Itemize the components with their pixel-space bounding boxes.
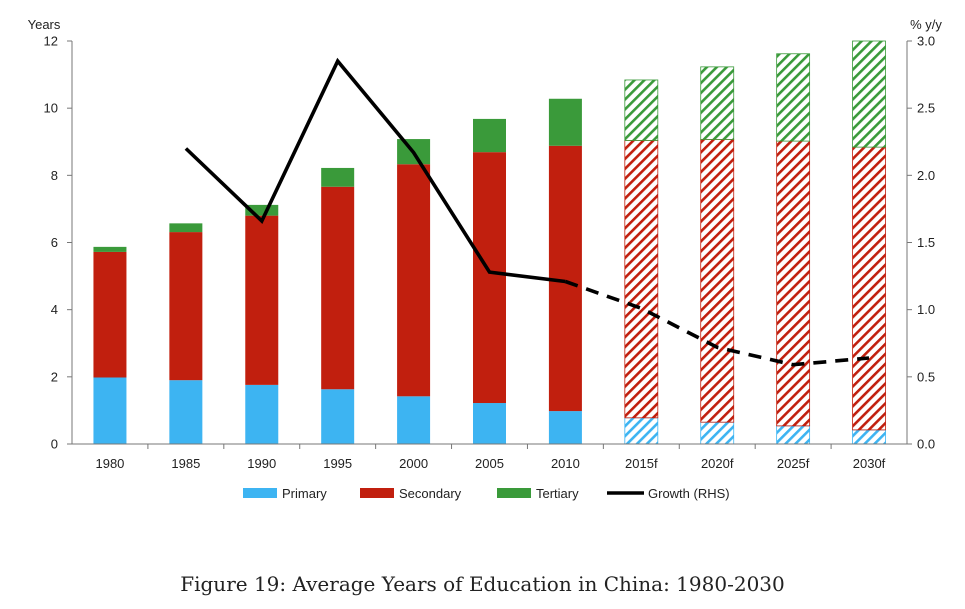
y-left-tick-label: 10 xyxy=(44,101,58,116)
legend: Primary Secondary Tertiary Growth (RHS) xyxy=(243,486,730,501)
growth-line-actual xyxy=(184,57,566,284)
education-chart: 0 2 4 6 8 10 12 0.0 0.5 1.0 1.5 2.0 2.5 3.0 1980 1985 19… xyxy=(28,17,943,501)
bar-primary-1985 xyxy=(169,380,203,444)
bars-layer xyxy=(93,40,886,445)
y-left-axis-label: Years xyxy=(28,17,61,32)
y-right-axis-label: % y/y xyxy=(910,17,942,32)
y-left-tick-label: 12 xyxy=(44,34,58,49)
bar-secondary-1990 xyxy=(245,215,279,385)
y-left-tick-label: 8 xyxy=(51,168,58,183)
bar-secondary-2015f xyxy=(624,140,659,419)
bar-tertiary-1990 xyxy=(245,204,279,216)
bar-tertiary-2025f xyxy=(776,53,811,142)
legend-label-growth-rhs: Growth (RHS) xyxy=(648,486,730,501)
bar-tertiary-2005 xyxy=(473,118,506,153)
axes-layer: 0 2 4 6 8 10 12 0.0 0.5 1.0 1.5 2.0 2.5 3.0 1980 1985 19… xyxy=(44,34,936,472)
y-left-tick-label: 4 xyxy=(51,302,58,317)
bar-tertiary-1980 xyxy=(93,246,127,252)
bar-secondary-2030f xyxy=(852,146,886,431)
bar-primary-2020f xyxy=(700,421,735,445)
y-right-tick-label: 0.5 xyxy=(917,369,935,384)
bar-primary-1980 xyxy=(93,377,127,444)
bar-secondary-1995 xyxy=(321,186,355,390)
bar-primary-2015f xyxy=(624,417,659,445)
bar-secondary-2020f xyxy=(700,138,735,423)
x-tick-label-1980: 1980 xyxy=(95,456,124,471)
x-tick-label-2020f: 2020f xyxy=(701,456,734,471)
y-right-tick-label: 2.0 xyxy=(917,168,935,183)
bar-tertiary-1995 xyxy=(321,167,355,187)
bar-secondary-1985 xyxy=(169,232,203,381)
y-right-tick-label: 2.5 xyxy=(917,101,935,116)
legend-swatch-primary xyxy=(243,488,277,498)
y-left-tick-label: 6 xyxy=(51,235,58,250)
bar-secondary-2005 xyxy=(473,152,506,404)
bar-primary-2010 xyxy=(548,411,582,444)
x-tick-label-2010: 2010 xyxy=(551,456,580,471)
y-right-tick-label: 3.0 xyxy=(917,34,935,49)
x-tick-label-2025f: 2025f xyxy=(777,456,810,471)
bar-secondary-1980 xyxy=(93,251,127,378)
bar-primary-2025f xyxy=(776,425,811,445)
x-tick-label-1995: 1995 xyxy=(323,456,352,471)
bar-primary-1990 xyxy=(245,384,279,444)
legend-label-primary: Primary xyxy=(282,486,327,501)
bar-tertiary-2020f xyxy=(700,66,735,140)
x-tick-label-2005: 2005 xyxy=(475,456,504,471)
y-right-tick-label: 1.0 xyxy=(917,302,935,317)
legend-swatch-tertiary xyxy=(497,488,531,498)
growth-line-forecast xyxy=(564,279,870,367)
bar-primary-2030f xyxy=(852,429,886,445)
y-left-tick-label: 0 xyxy=(51,437,58,452)
bar-primary-2005 xyxy=(473,403,506,444)
legend-swatch-secondary xyxy=(360,488,394,498)
y-right-tick-label: 1.5 xyxy=(917,235,935,250)
bar-primary-2000 xyxy=(397,396,431,444)
bar-secondary-2000 xyxy=(397,164,431,397)
bar-tertiary-2010 xyxy=(548,98,582,146)
y-left-tick-label: 2 xyxy=(51,369,58,384)
x-tick-label-2015f: 2015f xyxy=(625,456,658,471)
x-tick-label-1990: 1990 xyxy=(247,456,276,471)
legend-label-tertiary: Tertiary xyxy=(536,486,579,501)
bar-primary-1995 xyxy=(321,389,355,444)
bar-secondary-2025f xyxy=(776,140,811,427)
bar-tertiary-2030f xyxy=(852,40,886,148)
x-tick-label-2000: 2000 xyxy=(399,456,428,471)
x-tick-label-2030f: 2030f xyxy=(853,456,886,471)
growth-line-layer xyxy=(184,57,870,367)
y-right-tick-label: 0.0 xyxy=(917,437,935,452)
figure-caption: Figure 19: Average Years of Education in… xyxy=(180,572,785,596)
bar-tertiary-1985 xyxy=(169,223,203,233)
x-tick-label-1985: 1985 xyxy=(171,456,200,471)
legend-label-secondary: Secondary xyxy=(399,486,462,501)
bar-tertiary-2015f xyxy=(624,79,659,141)
